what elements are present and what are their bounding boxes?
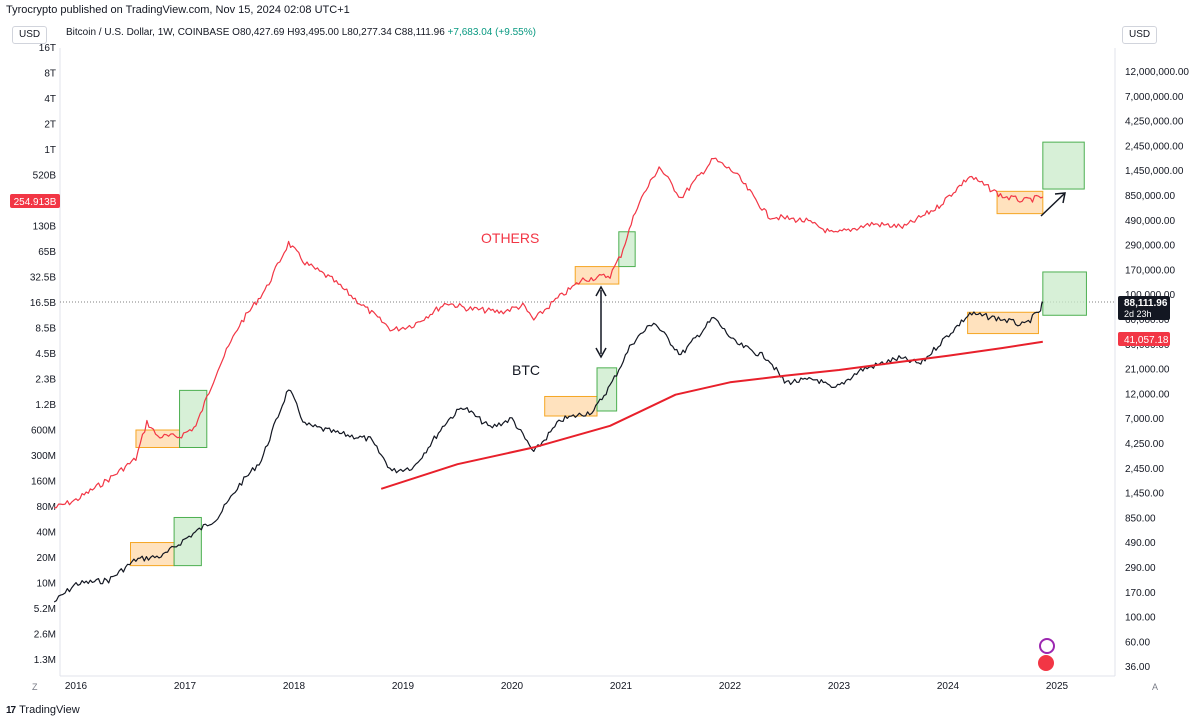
x-tick-label: 2024 bbox=[937, 681, 960, 692]
left-tick-label: 1.3M bbox=[34, 655, 56, 666]
left-tick-label: 65B bbox=[38, 247, 56, 258]
others-annotation: OTHERS bbox=[481, 230, 539, 246]
btc-annotation: BTC bbox=[512, 362, 540, 378]
tradingview-brand: TradingView bbox=[19, 704, 80, 716]
projection-arrow-head bbox=[1054, 192, 1066, 204]
accumulation-box bbox=[135, 429, 181, 448]
left-tick-label: 16T bbox=[39, 43, 56, 54]
left-tick-label: 2T bbox=[44, 120, 56, 131]
right-tick-label: 12,000.00 bbox=[1125, 389, 1170, 400]
breakout-box bbox=[173, 516, 202, 567]
left-tick-label: 2.3B bbox=[35, 375, 56, 386]
right-tick-label: 7,000,000.00 bbox=[1125, 92, 1184, 103]
lightning-icon[interactable] bbox=[1039, 638, 1055, 654]
right-tick-label: 60.00 bbox=[1125, 637, 1150, 648]
symbol-title: Bitcoin / U.S. Dollar, 1W, COINBASE bbox=[66, 27, 230, 38]
left-tick-label: 32.5B bbox=[30, 273, 56, 284]
ma-label-bg bbox=[1118, 332, 1170, 346]
x-tick-label: 2018 bbox=[283, 681, 306, 692]
publish-attribution: Tyrocrypto published on TradingView.com,… bbox=[6, 4, 350, 16]
right-tick-label: 850.00 bbox=[1125, 513, 1156, 524]
gap-arrow-head-up bbox=[595, 285, 607, 297]
left-tick-label: 600M bbox=[31, 426, 56, 437]
right-tick-label: 12,000,000.00 bbox=[1125, 67, 1189, 78]
accumulation-box bbox=[130, 542, 175, 567]
left-tick-label: 10M bbox=[37, 579, 56, 590]
x-tick-label: 2023 bbox=[828, 681, 851, 692]
right-tick-label: 290,000.00 bbox=[1125, 241, 1175, 252]
ma-200w-line bbox=[380, 340, 1043, 490]
breakout-box bbox=[618, 231, 636, 268]
breakout-box bbox=[179, 389, 208, 448]
x-tick-label: 2022 bbox=[719, 681, 742, 692]
right-tick-label: 170.00 bbox=[1125, 588, 1156, 599]
left-tick-label: 5.2M bbox=[34, 604, 56, 615]
left-axis-unit[interactable]: USD bbox=[12, 26, 48, 44]
right-tick-label: 60,000.00 bbox=[1125, 315, 1170, 326]
right-tick-label: 170,000.00 bbox=[1125, 265, 1175, 276]
left-tick-label: 4T bbox=[44, 94, 56, 105]
right-tick-label: 4,250,000.00 bbox=[1125, 117, 1184, 128]
right-tick-label: 1,450.00 bbox=[1125, 489, 1164, 500]
others-current-label-bg bbox=[10, 194, 60, 208]
change-value: +7,683.04 (+9.55%) bbox=[447, 27, 536, 38]
ma-value-label: 41,057.18 bbox=[1124, 335, 1169, 346]
x-tick-label: 2017 bbox=[174, 681, 197, 692]
accumulation-box bbox=[574, 266, 620, 285]
left-tick-label: 20M bbox=[37, 553, 56, 564]
right-tick-label: 290.00 bbox=[1125, 563, 1156, 574]
right-tick-label: 7,000.00 bbox=[1125, 414, 1164, 425]
left-tick-label: 8T bbox=[44, 69, 56, 80]
left-tick-label: 16.5B bbox=[30, 298, 56, 309]
left-tick-label: 80M bbox=[37, 502, 56, 513]
right-tick-label: 850,000.00 bbox=[1125, 191, 1175, 202]
others-price-line bbox=[54, 157, 1044, 509]
flag-icon[interactable] bbox=[1038, 655, 1054, 671]
timezone-corner[interactable]: Z bbox=[32, 682, 38, 692]
right-tick-label: 2,450.00 bbox=[1125, 464, 1164, 475]
right-tick-label: 1,450,000.00 bbox=[1125, 166, 1184, 177]
left-tick-label: 8.5B bbox=[35, 324, 56, 335]
auto-scale-corner[interactable]: A bbox=[1152, 682, 1159, 692]
left-tick-label: 40M bbox=[37, 528, 56, 539]
tradingview-logo: 17 bbox=[6, 704, 16, 716]
x-tick-label: 2019 bbox=[392, 681, 415, 692]
x-tick-label: 2020 bbox=[501, 681, 524, 692]
left-tick-label: 160M bbox=[31, 477, 56, 488]
right-tick-label: 490.00 bbox=[1125, 538, 1156, 549]
left-tick-label: 300M bbox=[31, 451, 56, 462]
right-tick-label: 2,450,000.00 bbox=[1125, 141, 1184, 152]
right-axis-unit[interactable]: USD bbox=[1122, 26, 1158, 44]
right-tick-label: 490,000.00 bbox=[1125, 216, 1175, 227]
gap-arrow-head-down bbox=[595, 347, 607, 359]
left-tick-label: 2.6M bbox=[34, 630, 56, 641]
left-tick-label: 4.5B bbox=[35, 349, 56, 360]
symbol-legend[interactable]: Bitcoin / U.S. Dollar, 1W, COINBASE O80,… bbox=[66, 27, 536, 38]
x-tick-label: 2025 bbox=[1046, 681, 1069, 692]
btc-price-label: 88,111.96 bbox=[1124, 298, 1168, 309]
x-tick-label: 2021 bbox=[610, 681, 633, 692]
right-tick-label: 21,000.00 bbox=[1125, 365, 1170, 376]
left-tick-label: 1.2B bbox=[35, 400, 56, 411]
accumulation-box bbox=[967, 311, 1039, 335]
breakout-box bbox=[596, 367, 618, 412]
right-tick-label: 100,000.00 bbox=[1125, 290, 1175, 301]
left-tick-label: 130B bbox=[33, 222, 57, 233]
left-tick-label: 520B bbox=[33, 171, 57, 182]
x-tick-label: 2016 bbox=[65, 681, 88, 692]
btc-price-label-bg bbox=[1118, 296, 1170, 320]
countdown-label: 2d 23h bbox=[1124, 309, 1152, 319]
ohlc-values: O80,427.69 H93,495.00 L80,277.34 C88,111… bbox=[232, 27, 445, 38]
breakout-box bbox=[1042, 141, 1085, 190]
others-current-label: 254.913B bbox=[14, 197, 57, 208]
right-tick-label: 36.00 bbox=[1125, 662, 1150, 673]
right-tick-label: 100.00 bbox=[1125, 613, 1156, 624]
right-tick-label: 4,250.00 bbox=[1125, 439, 1164, 450]
tradingview-footer: 17 TradingView bbox=[6, 704, 80, 716]
btc-price-line bbox=[53, 301, 1044, 603]
projection-arrow bbox=[1040, 193, 1065, 217]
left-tick-label: 1T bbox=[44, 145, 56, 156]
breakout-box bbox=[1042, 271, 1087, 316]
